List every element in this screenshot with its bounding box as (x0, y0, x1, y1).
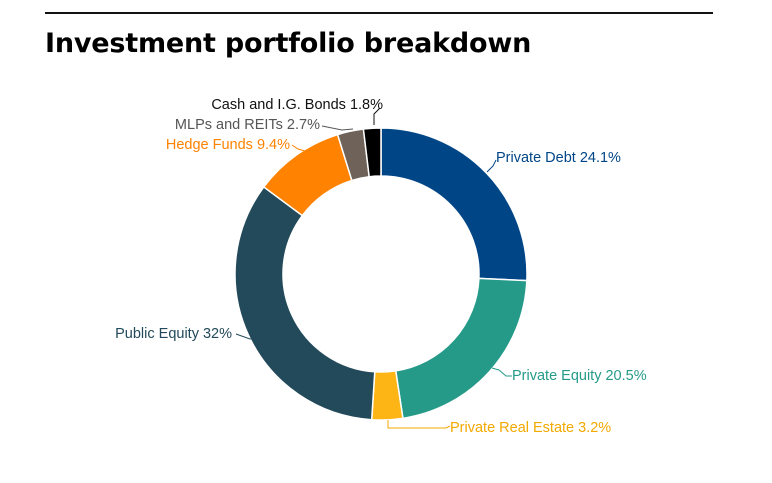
slice-label-mlps-and-reits: MLPs and REITs 2.7% (175, 117, 320, 133)
leader-line-private-equity (491, 367, 512, 377)
slice-private-equity (394, 277, 528, 420)
slice-label-private-real-estate: Private Real Estate 3.2% (450, 420, 611, 436)
slice-cash-and-i-g-bonds (362, 127, 382, 178)
leader-line-private-debt (486, 159, 497, 173)
leader-line-hedge-funds (291, 144, 306, 152)
top-rule (45, 12, 713, 14)
slice-public-equity (234, 185, 376, 421)
leader-line-private-real-estate (387, 420, 451, 429)
slice-label-private-equity: Private Equity 20.5% (512, 368, 647, 384)
leader-line-mlps-and-reits (321, 125, 354, 131)
chart-title: Investment portfolio breakdown (45, 28, 532, 59)
slice-label-cash-and-i-g-bonds: Cash and I.G. Bonds 1.8% (211, 97, 383, 113)
slice-label-public-equity: Public Equity 32% (115, 326, 232, 342)
leader-line-public-equity (235, 333, 259, 340)
slice-label-hedge-funds: Hedge Funds 9.4% (166, 137, 290, 153)
leader-line-cash-and-i-g-bonds (373, 107, 381, 125)
slice-label-private-debt: Private Debt 24.1% (496, 150, 621, 166)
